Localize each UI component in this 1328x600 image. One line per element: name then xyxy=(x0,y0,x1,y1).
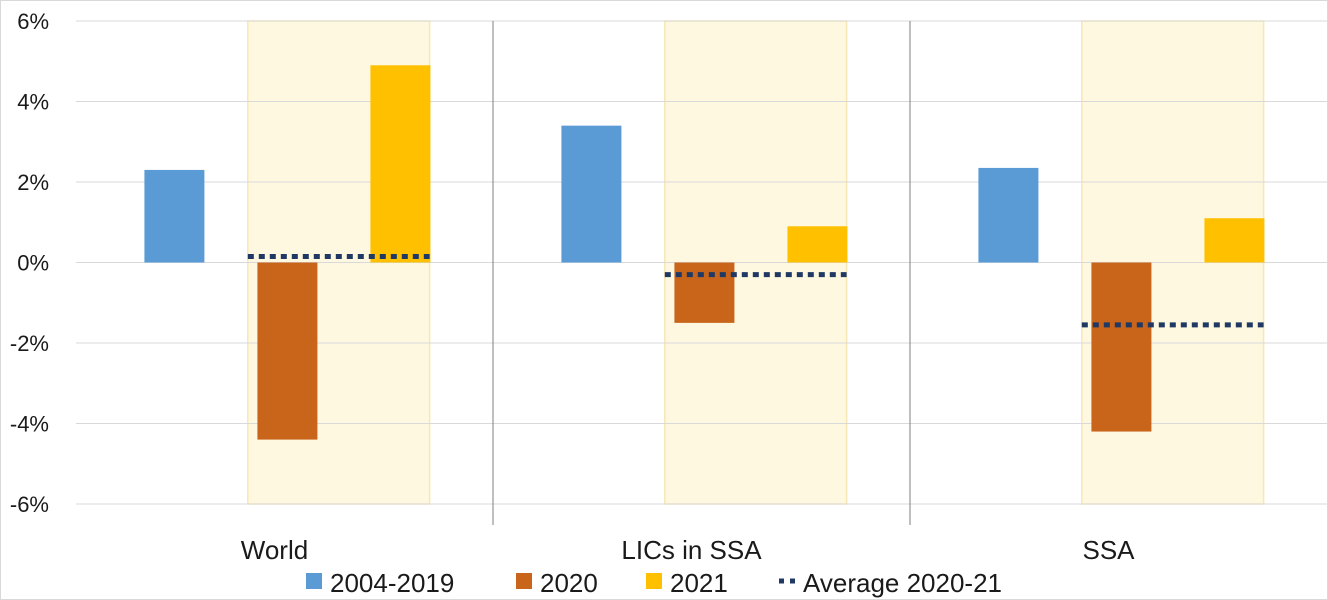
bar-2004-2019-LICs in SSA xyxy=(561,125,622,263)
bar-2020-LICs in SSA xyxy=(674,262,735,323)
y-tick-label: -6% xyxy=(10,492,49,517)
y-tick-label: -2% xyxy=(10,331,49,356)
legend-label: 2021 xyxy=(670,568,728,598)
y-tick-label: -4% xyxy=(10,412,49,437)
bar-2004-2019-SSA xyxy=(978,167,1039,263)
legend-swatch xyxy=(516,573,532,589)
legend-swatch xyxy=(306,573,322,589)
bar-2020-World xyxy=(257,262,318,440)
y-tick-label: 6% xyxy=(17,9,49,34)
bar-2021-LICs in SSA xyxy=(787,226,848,263)
legend-label: 2004-2019 xyxy=(330,568,454,598)
category-label: SSA xyxy=(1082,535,1135,565)
bar-2021-World xyxy=(370,65,431,263)
legend-label: 2020 xyxy=(540,568,598,598)
y-tick-label: 0% xyxy=(17,251,49,276)
y-tick-label: 2% xyxy=(17,170,49,195)
category-label: World xyxy=(241,535,308,565)
bar-2004-2019-World xyxy=(144,169,205,263)
bar-2021-SSA xyxy=(1204,218,1265,263)
bar-2020-SSA xyxy=(1091,262,1152,432)
category-label: LICs in SSA xyxy=(621,535,762,565)
legend-label: Average 2020-21 xyxy=(803,568,1002,598)
y-tick-label: 4% xyxy=(17,90,49,115)
legend-swatch xyxy=(646,573,662,589)
